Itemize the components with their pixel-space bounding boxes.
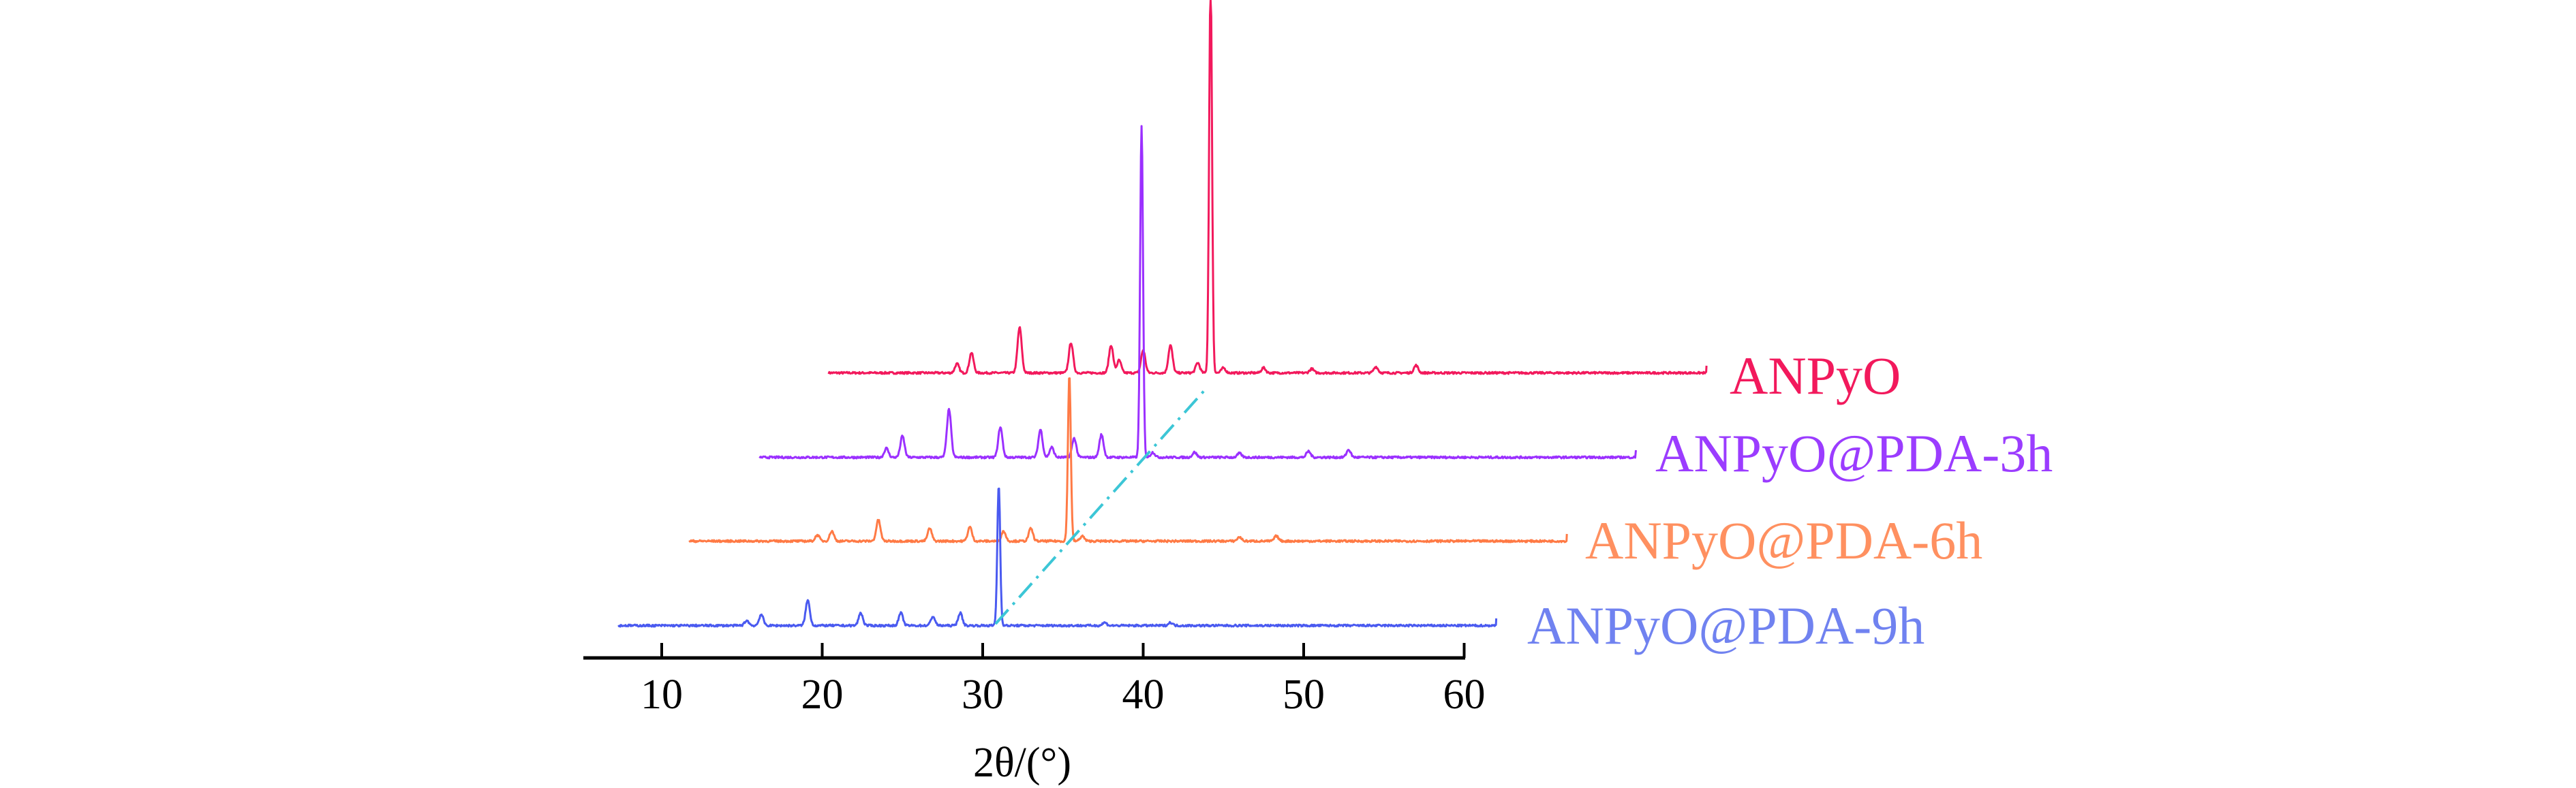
series-line-3 [617,487,1498,628]
series-line-0 [827,0,1708,375]
x-axis: 10 20 30 40 50 60 2θ/(°) [583,643,1486,786]
x-ticks: 10 20 30 40 50 60 [641,643,1486,718]
series-label: ANPyO@PDA-3h [1655,424,2053,483]
series-line-2 [688,377,1568,543]
traces [617,0,1708,628]
x-tick-label: 20 [801,672,844,718]
x-axis-label: 2θ/(°) [973,740,1071,786]
x-tick-label: 40 [1122,672,1165,718]
x-tick-label: 30 [962,672,1004,718]
x-tick-label: 50 [1283,672,1325,718]
x-tick-label: 60 [1443,672,1486,718]
series-label: ANPyO [1730,346,1901,405]
guide-dashdot-line [994,388,1207,625]
guide-layer [994,388,1207,625]
series-label: ANPyO@PDA-9h [1527,596,1925,655]
series-line-1 [758,125,1637,460]
series-label: ANPyO@PDA-6h [1585,511,1982,570]
legend-labels: ANPyO ANPyO@PDA-3h ANPyO@PDA-6h ANPyO@PDA-9… [1527,346,2053,655]
x-tick-label: 10 [641,672,683,718]
